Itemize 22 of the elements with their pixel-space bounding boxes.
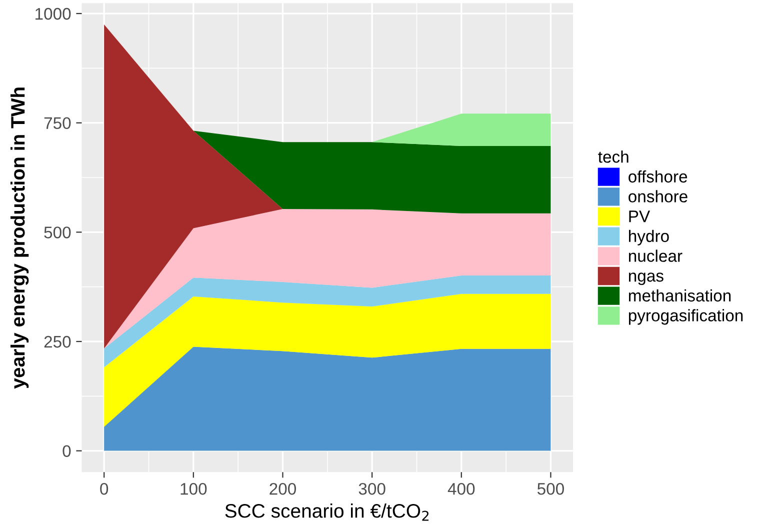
y-tick-label: 500: [44, 226, 71, 238]
y-tick-label: 750: [44, 117, 71, 130]
y-axis-title: yearly energy production in TWh: [10, 88, 29, 389]
x-tick-label: 0: [100, 482, 108, 495]
legend-label: PV: [629, 210, 650, 222]
y-tick-label: 0: [62, 445, 71, 458]
legend-label: hydro: [629, 230, 669, 246]
x-tick-label: 100: [180, 482, 207, 495]
x-axis-title: SCC scenario in €/tCO$_{2}$: [225, 504, 429, 521]
x-tick-label: 200: [270, 482, 296, 495]
legend-label: methanisation: [628, 289, 731, 302]
x-tick-label: 400: [448, 482, 475, 495]
y-tick-label: 250: [44, 336, 71, 348]
legend-title: tech: [598, 150, 628, 163]
y-tick-label: 1000: [36, 8, 71, 20]
legend-label: nuclear: [628, 250, 682, 262]
legend-label: pyrogasification: [628, 309, 743, 325]
legend-label: onshore: [628, 190, 688, 202]
legend-label: ngas: [628, 272, 664, 286]
x-tick-label: 300: [358, 482, 386, 495]
x-tick-label: 500: [537, 482, 564, 495]
legend-label: offshore: [628, 170, 688, 183]
